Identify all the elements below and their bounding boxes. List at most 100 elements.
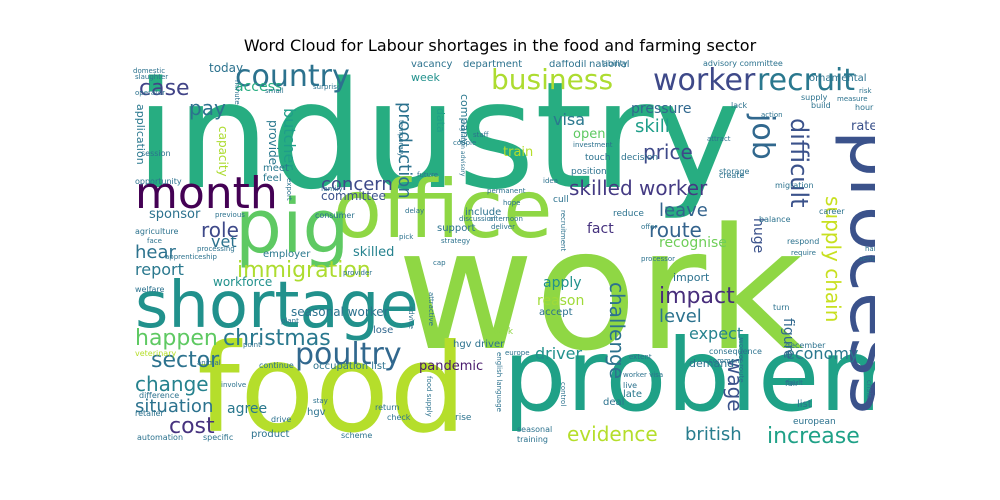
word-shortage: shortage — [135, 269, 419, 343]
word-specific: specific — [203, 433, 234, 442]
word-permanent: permanent — [487, 187, 526, 195]
word-recruit: recruit — [757, 63, 856, 98]
word-product: product — [251, 429, 290, 440]
word-apprenticeship: apprenticeship — [165, 253, 217, 261]
word-lack: lack — [731, 101, 748, 110]
word-vacancy: vacancy — [411, 60, 453, 70]
word-meet: meet — [263, 163, 289, 174]
word-temporary: temporary — [397, 120, 405, 157]
word-export: export — [285, 178, 293, 201]
word-evidence: evidence — [567, 422, 658, 446]
word-small: small — [265, 87, 284, 95]
word-difference: difference — [139, 391, 180, 400]
word-pig: pig — [235, 184, 350, 270]
word-butcher: butcher — [280, 108, 299, 170]
word-hour: hour — [855, 103, 874, 112]
word-require: require — [791, 249, 816, 257]
word-case: case — [139, 76, 190, 101]
word-previous: previous — [215, 211, 245, 219]
word-data: data — [434, 108, 447, 133]
word-access: access — [235, 79, 283, 95]
word-build: build — [811, 101, 831, 110]
word-list: list — [797, 399, 812, 410]
word-situation: situation — [135, 396, 214, 417]
word-operator: operator — [135, 89, 166, 97]
word-skilled: skilled — [353, 245, 395, 260]
word-comment: comment — [709, 357, 743, 365]
word-apply: apply — [543, 275, 582, 291]
word-automation: automation — [137, 433, 184, 442]
word-occupation-list: occupation list — [313, 361, 386, 372]
word-country: country — [235, 60, 350, 94]
word-supply: supply — [801, 93, 828, 102]
word-cull: cull — [553, 195, 569, 205]
word-worker-visa: worker visa — [623, 371, 664, 379]
word-strategy: strategy — [441, 237, 471, 245]
word-food-supply: food supply — [425, 376, 433, 417]
word-deal: deal — [603, 397, 625, 408]
word-hope: hope — [503, 199, 521, 207]
word-retailer: retailer — [135, 409, 164, 418]
word-agree: agree — [227, 401, 268, 417]
word-include: include — [465, 207, 502, 218]
word-measure: measure — [837, 95, 868, 103]
word-change: change — [135, 372, 209, 396]
word-level: level — [659, 306, 702, 327]
word-difficult: difficult — [785, 118, 813, 208]
word-seasonal-worker: seasonal worker — [291, 305, 389, 319]
word-today: today — [209, 61, 244, 75]
word-worker-route: worker route — [737, 338, 745, 383]
word-english-language: english language — [495, 352, 503, 412]
word-increase: increase — [767, 424, 860, 449]
word-pick: pick — [399, 233, 414, 241]
word-plant: plant — [281, 317, 299, 325]
word-rate: rate — [851, 119, 875, 134]
word-business: business — [491, 63, 614, 96]
word-cap: cap — [433, 259, 446, 267]
word-domestic: domestic — [133, 67, 166, 75]
word-price: price — [643, 140, 693, 164]
word-hgv: hgv — [307, 407, 326, 418]
word-surprise: surprise — [313, 83, 342, 91]
word-industry: industry — [135, 60, 742, 222]
word-support: support — [437, 223, 476, 234]
word-cost: cost — [169, 414, 215, 439]
word-career: career — [819, 207, 845, 216]
word-provider: provider — [343, 269, 373, 277]
word-lose: lose — [373, 325, 394, 336]
word-touch: touch — [585, 153, 611, 163]
word-fact: fact — [587, 221, 614, 237]
word-minute: minute — [233, 80, 241, 105]
word-training: training — [517, 435, 548, 444]
word-idea: idea — [543, 177, 558, 185]
word-pressure: pressure — [631, 101, 692, 117]
word-demand: demand — [689, 357, 735, 370]
word-recruitment: recruitment — [559, 210, 567, 252]
word-leave: leave — [659, 200, 708, 221]
word-cloud: industry work food problem office process pig s… — [125, 60, 875, 450]
word-migration: migration — [775, 181, 814, 190]
word-role: role — [201, 218, 239, 242]
word-stay: stay — [313, 397, 328, 405]
word-control: control — [559, 382, 567, 407]
word-open: open — [573, 127, 606, 142]
word-route: route — [649, 218, 702, 242]
word-turn: turn — [773, 303, 790, 312]
word-face: face — [147, 237, 162, 245]
word-staff: staff — [473, 131, 489, 139]
word-provide: provide — [266, 120, 280, 166]
word-rise: rise — [455, 413, 472, 423]
word-job: job — [745, 114, 780, 160]
word-europe: europe — [505, 349, 530, 357]
word-european: european — [793, 417, 836, 427]
word-live: live — [623, 381, 638, 390]
word-sponsor: sponsor — [149, 207, 201, 222]
word-drive: drive — [271, 415, 292, 424]
word-feel: feel — [263, 173, 282, 184]
word-point: point — [243, 341, 261, 349]
word-fault: fault — [787, 379, 803, 387]
word-pay: pay — [189, 96, 226, 120]
word-return: return — [375, 403, 400, 412]
word-immigration: immigration — [237, 258, 371, 283]
word-deliver: deliver — [491, 223, 515, 231]
